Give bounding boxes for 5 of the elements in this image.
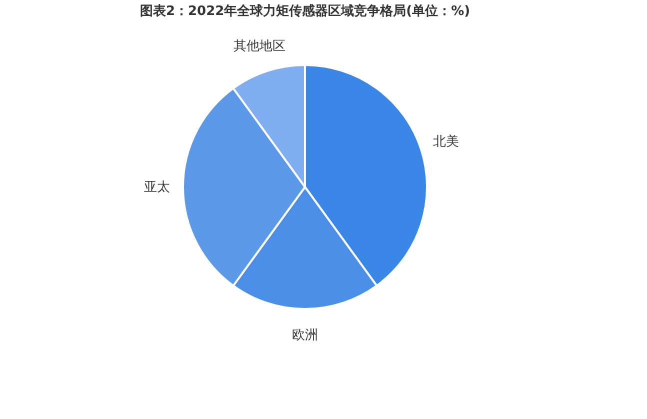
slice-label: 其他地区: [233, 39, 286, 54]
slice-label: 北美: [432, 133, 459, 150]
chart-title: 图表2：2022年全球力矩传感器区域竞争格局(单位：%): [140, 3, 470, 19]
slice-label: 亚太: [144, 180, 170, 195]
slice-label: 欧洲: [292, 328, 318, 343]
